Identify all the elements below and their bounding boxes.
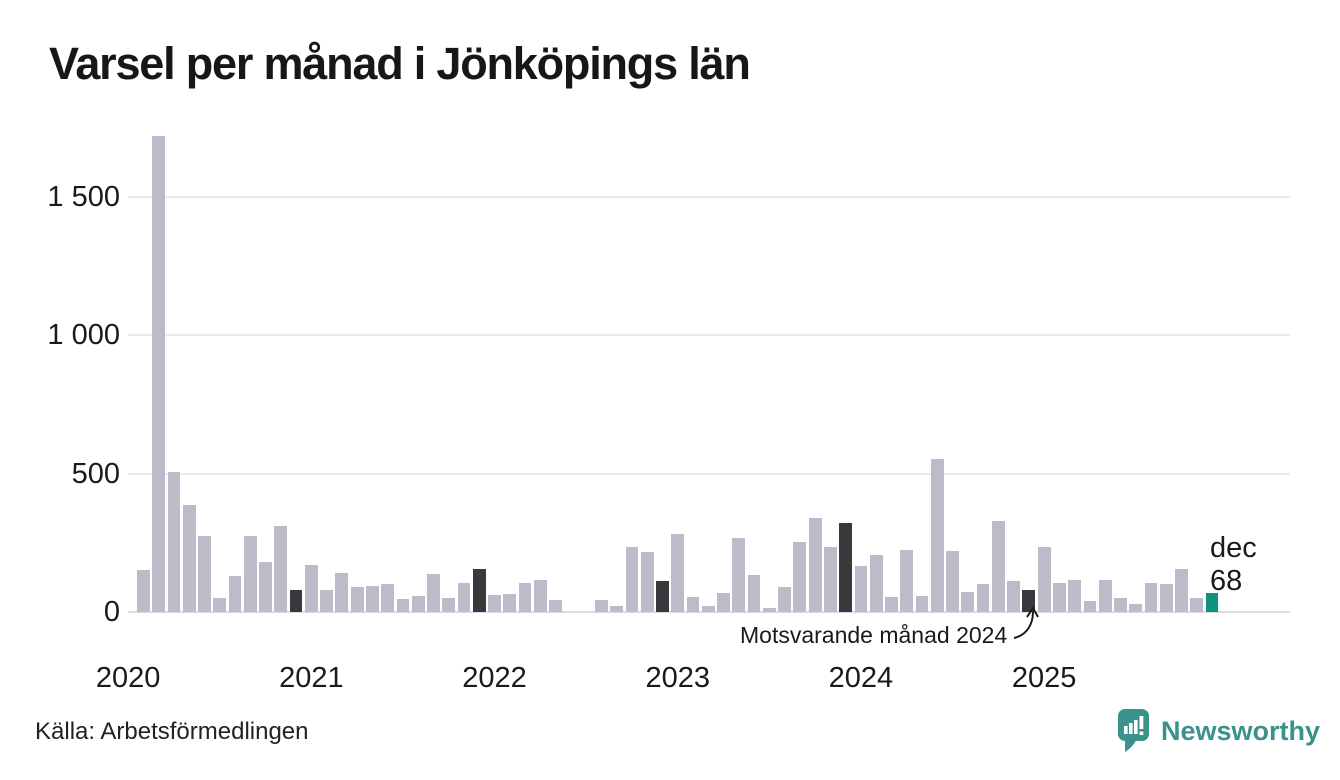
x-axis-year-label-2024: 2024	[828, 662, 894, 694]
bar-2022-05	[549, 599, 562, 612]
bar-2020-03	[152, 135, 166, 612]
bar-2020-02	[137, 570, 150, 612]
y-axis-tick-label: 1 000	[47, 319, 120, 352]
bar-2022-01	[488, 595, 501, 612]
bar-2025-12	[1205, 593, 1219, 612]
bar-2024-05	[915, 595, 929, 612]
bar-2021-11	[457, 582, 471, 612]
bar-2024-04	[900, 549, 914, 612]
bar-2021-03	[335, 573, 349, 612]
bar-2023-05	[732, 538, 746, 612]
x-axis-year-label-2025: 2025	[1011, 662, 1077, 694]
bar-2023-06	[747, 575, 761, 612]
bar-2020-11	[274, 526, 288, 612]
x-axis-year-label-2020: 2020	[95, 662, 161, 694]
bar-2024-01	[854, 565, 868, 612]
bar-2021-06	[381, 584, 395, 612]
bar-2021-04	[350, 586, 364, 612]
bar-2025-07	[1129, 603, 1143, 612]
bar-2025-06	[1114, 598, 1127, 612]
bar-2025-01	[1037, 546, 1051, 612]
chart-title: Varsel per månad i Jönköpings län	[49, 38, 751, 89]
bar-2025-09	[1159, 584, 1173, 612]
x-axis-year-label-2023: 2023	[645, 662, 710, 694]
y-axis-tick-label: 1 500	[47, 180, 120, 213]
bar-2020-08	[228, 576, 242, 612]
bar-2024-07	[946, 550, 959, 612]
bar-2025-11	[1190, 598, 1204, 612]
bar-2020-04	[167, 472, 181, 612]
bar-2022-03	[518, 583, 532, 612]
bar-2022-08	[595, 599, 608, 612]
annotation-text: Motsvarande månad 2024	[740, 622, 1008, 648]
newsworthy-logo-icon	[1118, 709, 1149, 752]
bar-2022-10	[625, 547, 639, 612]
bar-2020-09	[243, 535, 257, 612]
bar-2025-08	[1144, 583, 1158, 612]
bar-2022-04	[533, 580, 547, 612]
bar-2025-10	[1175, 569, 1188, 612]
bar-2022-09	[610, 605, 624, 612]
bar-2023-09	[793, 541, 807, 612]
bar-2023-01	[671, 533, 685, 612]
gridline-y-500	[128, 472, 1290, 475]
annotation-arrow-icon	[1013, 606, 1039, 639]
bar-2024-02	[869, 555, 883, 612]
bar-2021-12	[472, 569, 486, 612]
bar-2024-12	[1022, 590, 1036, 612]
gridline-y-0	[128, 611, 1290, 613]
bar-2023-03	[701, 606, 715, 612]
brand-name: Newsworthy	[1161, 716, 1321, 746]
bar-2021-09	[427, 573, 440, 612]
bar-2020-07	[213, 598, 227, 612]
bar-2025-03	[1068, 579, 1082, 612]
bar-2023-12	[839, 523, 853, 612]
bar-2023-04	[717, 592, 730, 612]
bar-2021-02	[320, 590, 333, 612]
bar-2025-04	[1083, 601, 1097, 612]
brand-lockup: Newsworthy	[1117, 708, 1320, 754]
bar-2021-01	[304, 564, 318, 612]
current-value-number: 68	[1210, 565, 1243, 597]
gridline-y-1500	[128, 195, 1290, 198]
bar-2020-06	[198, 535, 211, 612]
source-attribution: Källa: Arbetsförmedlingen	[35, 718, 309, 745]
bar-2023-07	[762, 608, 776, 612]
bar-2020-10	[259, 562, 272, 612]
current-month-label: dec	[1210, 532, 1257, 564]
bar-2021-07	[396, 599, 410, 612]
bar-2023-11	[824, 546, 837, 612]
bar-2024-10	[991, 521, 1005, 612]
bar-2023-02	[686, 596, 700, 612]
bar-2022-11	[640, 552, 654, 612]
bar-2025-05	[1098, 579, 1112, 612]
x-axis-year-label-2021: 2021	[279, 662, 344, 694]
bar-2023-10	[808, 518, 822, 612]
bar-2022-02	[503, 594, 517, 612]
y-axis-tick-label: 500	[71, 457, 120, 490]
bar-2021-05	[366, 585, 379, 612]
y-axis-tick-label: 0	[103, 596, 120, 628]
bar-2024-09	[976, 583, 990, 612]
bar-2021-10	[442, 597, 456, 612]
bar-2021-08	[411, 596, 425, 612]
bar-2024-03	[885, 597, 898, 612]
gridline-y-1000	[128, 334, 1290, 337]
bar-2024-08	[961, 592, 975, 612]
bar-2020-05	[182, 505, 196, 612]
bar-2022-12	[656, 580, 669, 612]
bar-2020-12	[289, 589, 303, 612]
bar-2025-02	[1053, 582, 1066, 612]
current-value-label: dec 68	[1210, 532, 1257, 598]
x-axis-year-label-2022: 2022	[462, 662, 527, 694]
bar-2023-08	[778, 587, 791, 612]
bar-2024-06	[930, 459, 944, 612]
bar-2024-11	[1007, 580, 1021, 612]
